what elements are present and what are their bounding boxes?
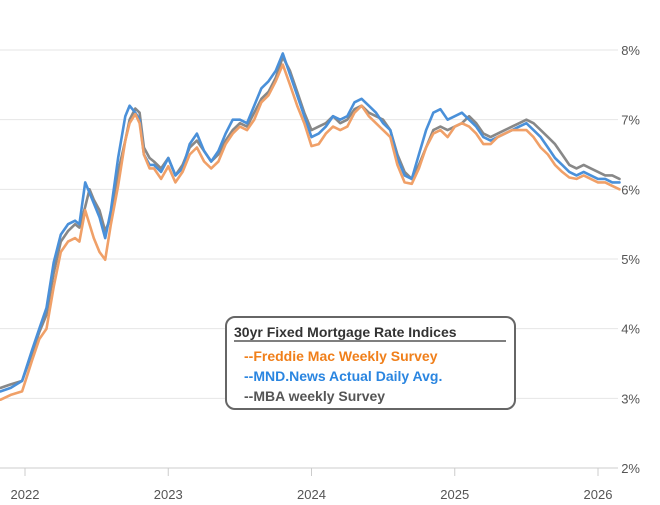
y-tick-label: 8% [621,43,640,58]
legend-entry-mnd-news: --MND.News Actual Daily Avg. [244,368,442,384]
y-tick-label: 3% [621,391,640,406]
y-axis-ticks: 2% 3% 4% 5% 6% 7% 8% [621,43,640,476]
series-lines [0,52,621,402]
x-tick-label: 2023 [154,487,183,502]
legend-box [225,316,516,410]
y-tick-label: 2% [621,461,640,476]
y-tick-label: 5% [621,252,640,267]
y-tick-label: 6% [621,182,640,197]
x-tick-label: 2025 [440,487,469,502]
legend-entry-mba: --MBA weekly Survey [244,388,385,404]
x-tick-label: 2022 [11,487,40,502]
series-line-freddie-mac-weekly-survey [0,63,621,402]
x-tick-label: 2026 [584,487,613,502]
y-tick-label: 4% [621,322,640,337]
x-axis-ticks: 2022 2023 2024 2025 2026 [0,467,618,502]
legend-title: 30yr Fixed Mortgage Rate Indices [234,324,457,340]
x-tick-label: 2024 [297,487,326,502]
legend: 30yr Fixed Mortgage Rate Indices --Fredd… [225,316,516,410]
y-tick-label: 7% [621,113,640,128]
legend-entry-freddie-mac: --Freddie Mac Weekly Survey [244,348,438,364]
